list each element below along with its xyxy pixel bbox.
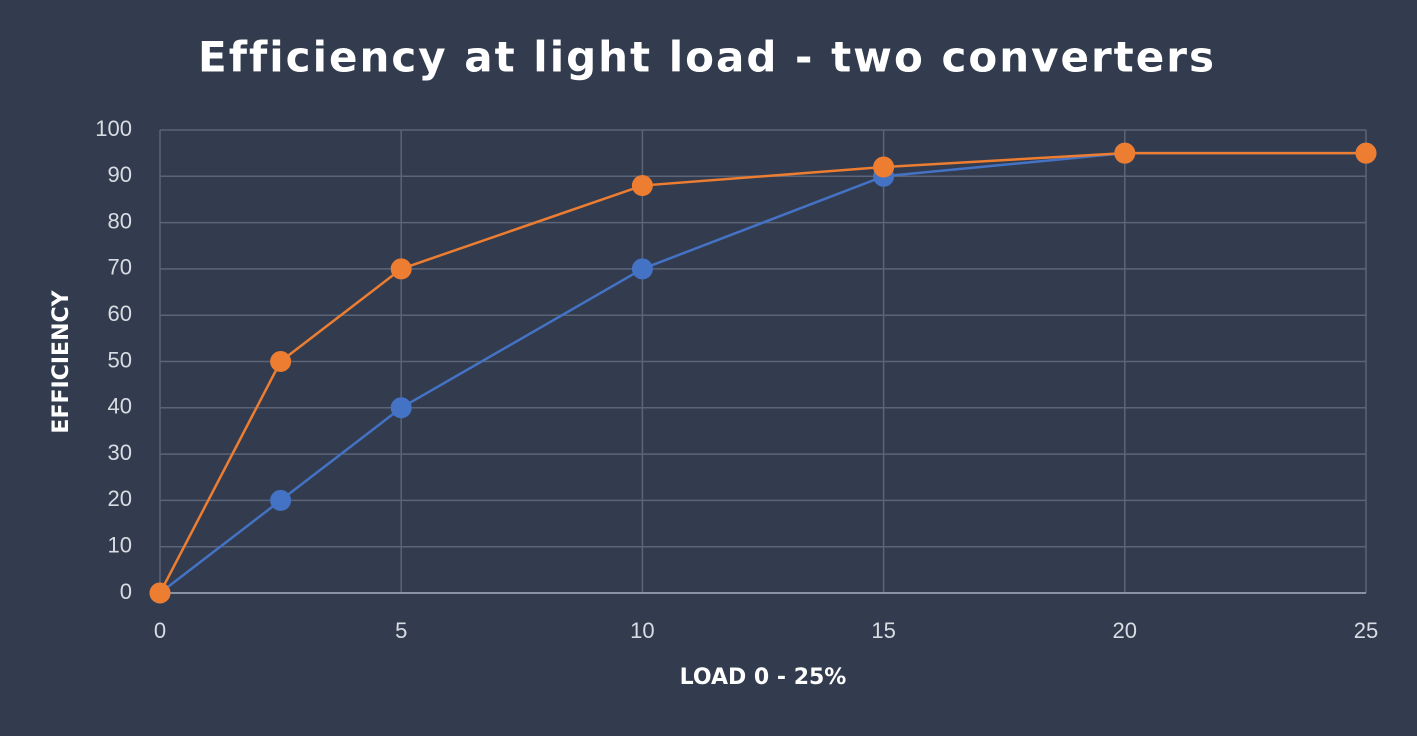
y-tick-label: 90 [108, 162, 132, 187]
y-tick-label: 10 [108, 533, 132, 558]
x-tick-label: 25 [1354, 618, 1378, 643]
data-point [873, 156, 895, 178]
y-tick-label: 70 [108, 255, 132, 280]
y-tick-label: 20 [108, 486, 132, 511]
y-tick-label: 50 [108, 347, 132, 372]
y-tick-label: 40 [108, 394, 132, 419]
x-tick-label: 15 [871, 618, 895, 643]
y-tick-label: 80 [108, 208, 132, 233]
data-point [270, 351, 292, 372]
data-point [1114, 142, 1136, 164]
data-point [631, 175, 653, 197]
data-point [390, 397, 412, 419]
data-point [631, 258, 653, 280]
data-point [149, 582, 171, 604]
data-point [1355, 142, 1377, 164]
x-axis-label: LOAD 0 - 25% [680, 665, 847, 690]
data-point [390, 258, 412, 280]
y-tick-label: 100 [95, 116, 132, 141]
y-tick-label: 60 [108, 301, 132, 326]
series-line [159, 151, 1366, 594]
series-line [158, 151, 1366, 594]
x-tick-label: 10 [630, 618, 654, 643]
chart-title: Efficiency at light load - two converter… [198, 33, 1216, 82]
x-tick-label: 20 [1113, 618, 1137, 643]
y-tick-label: 30 [108, 440, 132, 465]
x-tick-label: 5 [395, 618, 407, 643]
y-tick-label: 0 [120, 579, 132, 604]
data-point [270, 489, 292, 511]
y-axis-label: EFFICIENCY [49, 289, 74, 433]
x-tick-label: 0 [154, 618, 166, 643]
